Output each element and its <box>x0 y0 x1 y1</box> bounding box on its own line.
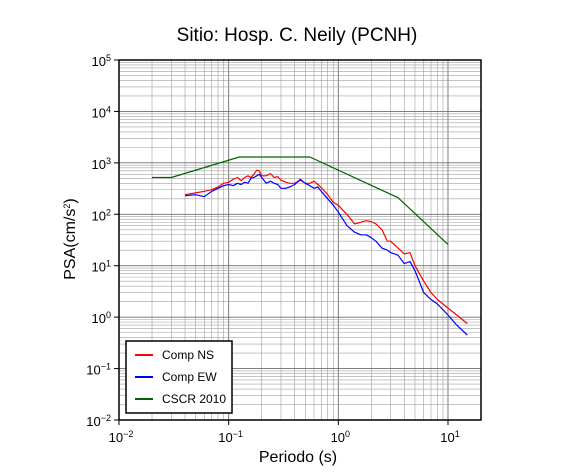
legend-label: CSCR 2010 <box>162 392 226 406</box>
y-tick-label: 104 <box>92 104 111 120</box>
legend: Comp NS Comp EW CSCR 2010 <box>125 340 233 414</box>
axis-ticks: 10−2 10−1 100 101 10−2 10−1 100 101 102 103 104 105 <box>86 53 459 445</box>
x-axis-label: Periodo (s) <box>259 449 337 466</box>
plot-grid <box>118 59 482 421</box>
x-tick-label: 10−2 <box>109 429 134 445</box>
series-lines <box>152 156 468 336</box>
x-tick-label: 101 <box>440 429 459 445</box>
x-tick-label: 10−1 <box>218 429 243 445</box>
y-tick-label: 105 <box>92 53 111 69</box>
series-line-3 <box>152 156 449 245</box>
y-tick-label: 10−1 <box>86 362 111 378</box>
chart-title: Sitio: Hosp. C. Neily (PCNH) <box>177 25 418 46</box>
y-tick-label: 100 <box>92 310 111 326</box>
y-tick-label: 101 <box>92 259 111 275</box>
series-line-1 <box>184 169 468 325</box>
y-axis-label: PSA(cm/s2) <box>62 198 79 279</box>
y-tick-label: 10−2 <box>86 413 111 429</box>
legend-label: Comp NS <box>162 348 214 362</box>
x-tick-label: 100 <box>331 429 350 445</box>
plot-frame <box>118 59 482 421</box>
series-line-2 <box>184 173 468 336</box>
y-tick-label: 103 <box>92 156 111 172</box>
y-tick-label: 102 <box>92 207 111 223</box>
legend-label: Comp EW <box>162 370 217 384</box>
